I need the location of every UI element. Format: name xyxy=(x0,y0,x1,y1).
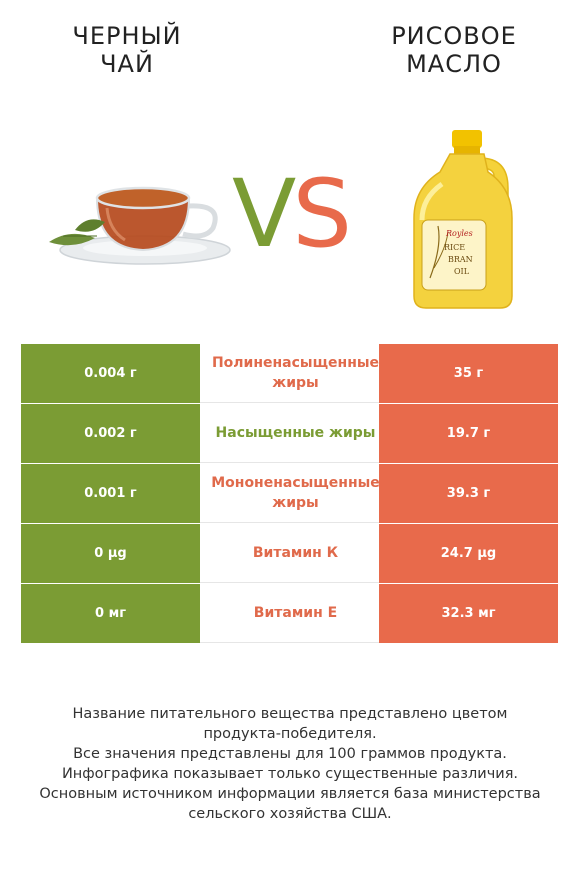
bottle-label-line2: BRAN xyxy=(448,255,473,264)
right-title-line1: РИСОВОЕ xyxy=(391,22,517,50)
left-value: 0.002 г xyxy=(21,404,200,463)
right-value: 39.3 г xyxy=(379,464,558,523)
comparison-table: 0.004 г Полиненасыщенные жиры 35 г 0.002… xyxy=(21,344,558,644)
table-row: 0.001 г Мононенасыщенные жиры 39.3 г xyxy=(21,464,558,524)
footnote-line: Инфографика показывает только существенн… xyxy=(61,766,519,782)
nutrient-label: Полиненасыщенные жиры xyxy=(200,344,379,403)
right-title-line2: МАСЛО xyxy=(406,50,502,78)
left-value: 0.001 г xyxy=(21,464,200,523)
footnote-line: продукта-победителя. xyxy=(203,726,377,742)
right-value: 35 г xyxy=(379,344,558,403)
versus-label: VS xyxy=(220,160,360,270)
black-tea-image xyxy=(49,186,231,265)
footnote-line: Название питательного вещества представл… xyxy=(72,706,508,722)
footnote: Название питательного вещества представл… xyxy=(20,704,560,824)
right-value: 19.7 г xyxy=(379,404,558,463)
table-row: 0.004 г Полиненасыщенные жиры 35 г xyxy=(21,344,558,404)
bottle-brand: Royles xyxy=(445,229,473,238)
nutrient-label: Витамин К xyxy=(200,524,379,583)
right-value: 32.3 мг xyxy=(379,584,558,643)
left-value: 0 µg xyxy=(21,524,200,583)
bottle-label-line1: RICE xyxy=(444,243,465,252)
bottle-label-line3: OIL xyxy=(454,267,470,276)
left-title-line2: ЧАЙ xyxy=(100,50,154,78)
left-value: 0 мг xyxy=(21,584,200,643)
vs-v: V xyxy=(232,160,296,269)
left-product-title: ЧЕРНЫЙ ЧАЙ xyxy=(27,22,227,78)
table-row: 0 µg Витамин К 24.7 µg xyxy=(21,524,558,584)
left-title-line1: ЧЕРНЫЙ xyxy=(72,22,182,50)
nutrient-label: Мононенасыщенные жиры xyxy=(200,464,379,523)
left-value: 0.004 г xyxy=(21,344,200,403)
nutrient-label: Витамин Е xyxy=(200,584,379,643)
table-row: 0.002 г Насыщенные жиры 19.7 г xyxy=(21,404,558,464)
right-product-title: РИСОВОЕ МАСЛО xyxy=(354,22,554,78)
nutrient-label: Насыщенные жиры xyxy=(200,404,379,463)
rice-bran-oil-image: Royles RICE BRAN OIL xyxy=(413,130,513,309)
right-value: 24.7 µg xyxy=(379,524,558,583)
footnote-line: сельского хозяйства США. xyxy=(188,806,392,822)
footnote-line: Основным источником информации является … xyxy=(39,786,541,802)
footnote-line: Все значения представлены для 100 граммо… xyxy=(73,746,507,762)
vs-s: S xyxy=(292,160,352,269)
table-row: 0 мг Витамин Е 32.3 мг xyxy=(21,584,558,644)
